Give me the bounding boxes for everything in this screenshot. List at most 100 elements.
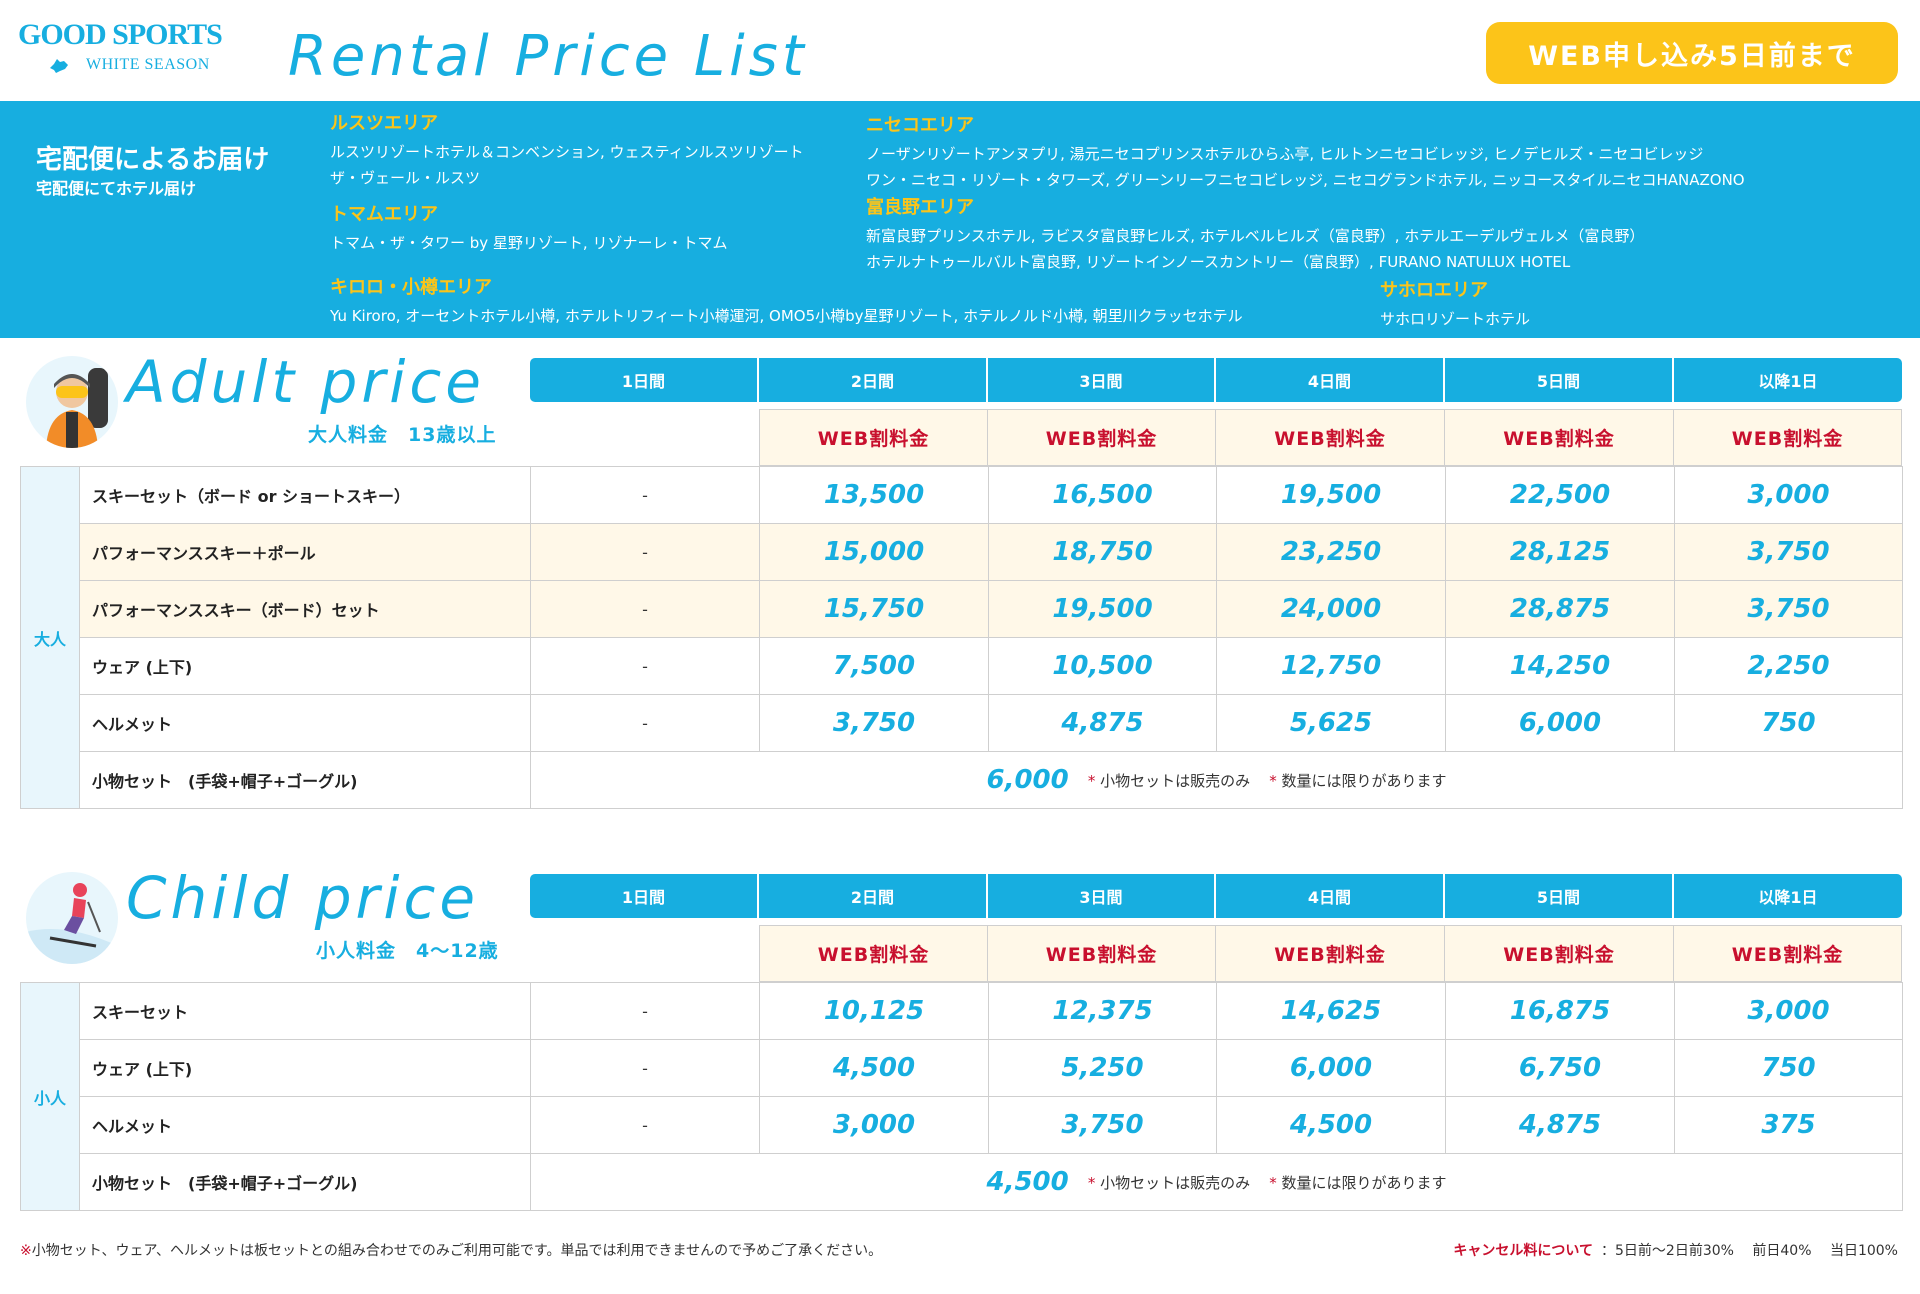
table-row: 大人 スキーセット（ボード or ショートスキー） - 13,500 16,50… — [20, 466, 1903, 809]
item-name: 小物セット (手袋+帽子+ゴーグル) — [79, 751, 531, 809]
footer-note-text: 小物セット、ウェア、ヘルメットは板セットとの組み合わせでのみご利用可能です。単品… — [31, 1243, 883, 1259]
col-header: 以降1日 — [1758, 888, 1818, 907]
col-header: 3日間 — [988, 874, 1216, 918]
accessory-price: 6,000 — [986, 765, 1069, 795]
area-hotels: サホロリゾートホテル — [1380, 310, 1531, 328]
col-header: 1日間 — [530, 874, 759, 918]
col-header: 以降1日 — [1758, 372, 1818, 391]
price-1day: - — [530, 1039, 760, 1097]
price-cell: 19,500 — [1216, 466, 1446, 524]
area-name: ルスツエリア — [330, 113, 438, 134]
price-cell: 7,500 — [759, 637, 989, 695]
price-cell: 28,875 — [1445, 580, 1675, 638]
table-row: ヘルメット - 3,750 4,875 5,625 6,000 750 — [21, 694, 1903, 752]
table-row: ヘルメット - 3,000 3,750 4,500 4,875 375 — [21, 1096, 1903, 1154]
cancel-detail: ：5日前〜2日前30% 前日40% 当日100% — [1601, 1243, 1898, 1259]
table-row: ウェア (上下) - 7,500 10,500 12,750 14,250 2,… — [21, 637, 1903, 695]
price-cell: 5,625 — [1216, 694, 1446, 752]
accessory-price: 4,500 — [986, 1167, 1069, 1197]
price-1day: - — [530, 694, 760, 752]
item-name: ヘルメット — [79, 1096, 531, 1154]
child-price-table: 小人 スキーセット - 10,125 12,375 14,625 16,875 … — [20, 982, 1903, 1211]
area-name: ニセコエリア — [866, 115, 974, 136]
price-cell: 3,750 — [988, 1096, 1217, 1154]
adult-subtitle: 大人料金 13歳以上 — [308, 424, 497, 446]
web-label: WEB割料金 — [759, 925, 988, 982]
area-hotels: ホテルナトゥールバルト富良野, リゾートインノースカントリー（富良野）, FUR… — [866, 253, 1571, 271]
price-cell: 14,625 — [1216, 982, 1446, 1040]
adult-price-table: 大人 スキーセット（ボード or ショートスキー） - 13,500 16,50… — [20, 466, 1903, 809]
item-name: ウェア (上下) — [79, 637, 531, 695]
price-cell: 10,125 — [759, 982, 989, 1040]
col-header: 3日間 — [988, 358, 1216, 402]
web-deadline-badge: WEB申し込み5日前まで — [1486, 22, 1898, 84]
table-row: ウェア (上下) - 4,500 5,250 6,000 6,750 750 — [21, 1039, 1903, 1097]
item-name: パフォーマンススキー＋ポール — [79, 523, 531, 581]
col-header: 5日間 — [1445, 874, 1674, 918]
area-hotels: 新富良野プリンスホテル, ラビスタ富良野ヒルズ, ホテルベルヒルズ（富良野）, … — [866, 227, 1645, 245]
price-1day: - — [530, 466, 760, 524]
web-label: WEB割料金 — [1216, 409, 1445, 466]
area-name: サホロエリア — [1380, 280, 1488, 301]
group-label: 小人 — [20, 982, 80, 1211]
col-header: 2日間 — [759, 358, 988, 402]
delivery-lead: 宅配便によるお届け — [36, 145, 270, 175]
price-cell: 24,000 — [1216, 580, 1446, 638]
col-header: 5日間 — [1445, 358, 1674, 402]
area-hotels: Yu Kiroro, オーセントホテル小樽, ホテルトリフィート小樽運河, OM… — [330, 307, 1243, 325]
price-cell: 3,750 — [1674, 580, 1903, 638]
cancel-label: キャンセル料について — [1453, 1243, 1594, 1259]
item-name: スキーセット — [79, 982, 531, 1040]
col-header: 4日間 — [1216, 358, 1445, 402]
item-name: ウェア (上下) — [79, 1039, 531, 1097]
note-sale-only: 小物セットは販売のみ — [1100, 771, 1251, 790]
child-duration-header: 1日間 2日間 3日間 4日間 5日間 以降1日 — [530, 874, 1902, 918]
price-cell: 3,750 — [1674, 523, 1903, 581]
delivery-sub: 宅配便にてホテル届け — [36, 179, 197, 198]
area-furano: 富良野エリア 新富良野プリンスホテル, ラビスタ富良野ヒルズ, ホテルベルヒルズ… — [866, 193, 1644, 275]
price-cell: 19,500 — [988, 580, 1217, 638]
table-row: 小人 スキーセット - 10,125 12,375 14,625 16,875 … — [20, 982, 1903, 1211]
price-cell: 14,250 — [1445, 637, 1675, 695]
area-name: トマムエリア — [330, 204, 438, 225]
price-cell: 750 — [1674, 1039, 1903, 1097]
adult-title: Adult price — [126, 348, 485, 416]
note-sale-only: 小物セットは販売のみ — [1100, 1173, 1251, 1192]
cancel-policy: キャンセル料について ：5日前〜2日前30% 前日40% 当日100% — [1453, 1240, 1898, 1260]
table-row: 小物セット (手袋+帽子+ゴーグル) 4,500 * 小物セットは販売のみ * … — [21, 1153, 1903, 1211]
price-cell: 6,000 — [1445, 694, 1675, 752]
brand-logo: GOOD SPORTS WHITE SEASON — [18, 18, 258, 78]
price-cell: 15,000 — [759, 523, 989, 581]
web-label: WEB割料金 — [1674, 925, 1902, 982]
area-hotels: ノーザンリゾートアンヌプリ, 湯元ニセコプリンスホテルひらふ亭, ヒルトンニセコ… — [866, 145, 1704, 163]
web-label: WEB割料金 — [988, 925, 1216, 982]
snowboarder-icon — [26, 356, 118, 448]
hokkaido-icon — [50, 59, 68, 73]
child-title: Child price — [126, 864, 480, 932]
web-label: WEB割料金 — [1445, 409, 1674, 466]
item-name: パフォーマンススキー（ボード）セット — [79, 580, 531, 638]
logo-subtext: WHITE SEASON — [86, 56, 210, 73]
price-cell: 4,500 — [1216, 1096, 1446, 1154]
accessory-price-cell: 4,500 * 小物セットは販売のみ * 数量には限りがあります — [530, 1153, 1903, 1211]
area-rusutsu: ルスツエリア ルスツリゾートホテル＆コンベンション, ウェスティンルスツリゾート… — [330, 109, 804, 191]
price-cell: 4,875 — [988, 694, 1217, 752]
area-sahoro: サホロエリア サホロリゾートホテル — [1380, 276, 1530, 332]
area-hotels: ルスツリゾートホテル＆コンベンション, ウェスティンルスツリゾート — [330, 143, 804, 161]
web-label: WEB割料金 — [988, 409, 1216, 466]
price-1day: - — [530, 523, 760, 581]
item-name: 小物セット (手袋+帽子+ゴーグル) — [79, 1153, 531, 1211]
table-row: パフォーマンススキー（ボード）セット - 15,750 19,500 24,00… — [21, 580, 1903, 638]
note-limited: 数量には限りがあります — [1281, 1173, 1447, 1192]
page-title: Rental Price List — [288, 24, 808, 89]
area-name: キロロ・小樽エリア — [330, 277, 492, 298]
price-cell: 13,500 — [759, 466, 989, 524]
area-kiroro-otaru: キロロ・小樽エリア Yu Kiroro, オーセントホテル小樽, ホテルトリフィ… — [330, 273, 1243, 329]
price-cell: 12,375 — [988, 982, 1217, 1040]
group-label: 大人 — [20, 466, 80, 809]
price-1day: - — [530, 580, 760, 638]
item-name: スキーセット（ボード or ショートスキー） — [79, 466, 531, 524]
price-cell: 28,125 — [1445, 523, 1675, 581]
price-cell: 22,500 — [1445, 466, 1675, 524]
price-cell: 5,250 — [988, 1039, 1217, 1097]
